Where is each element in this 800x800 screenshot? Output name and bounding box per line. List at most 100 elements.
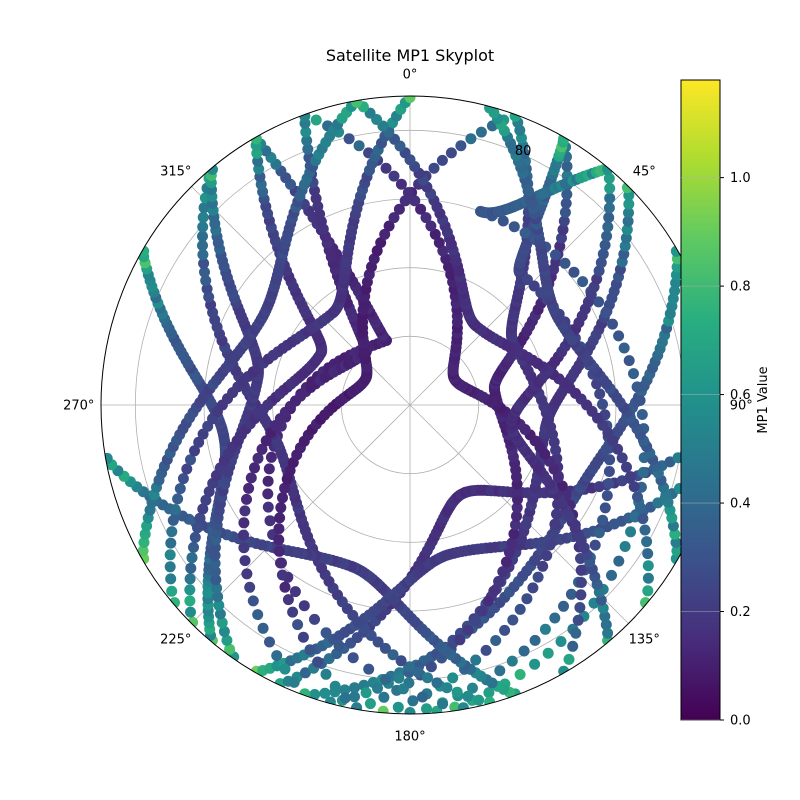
track-point [641,536,653,548]
track-point [561,160,573,172]
track-point [187,616,199,628]
track-point [628,368,639,380]
track-point [603,212,615,223]
track-point [589,539,601,551]
track-point [349,682,360,694]
track-point [415,203,427,215]
track-point [198,257,210,269]
track-point [514,669,526,680]
track-point [670,277,682,289]
colorbar-tick-label: 0.8 [730,280,751,295]
track-point [377,705,389,714]
track-point [264,515,276,527]
track-point [480,644,492,656]
track-point [172,493,184,505]
track-point [467,682,478,694]
track-point [275,557,286,569]
track-point [392,701,404,713]
track-point [421,703,432,714]
polar-axes: 0° 45° 90° 135° 180° 225° 270° 315° 80 [63,67,753,744]
track-point [360,687,372,699]
track-point [184,584,196,596]
track-point [165,537,177,549]
track-point [537,560,549,572]
satellite-tracks [101,96,719,714]
track-point [603,466,615,477]
track-point [404,661,415,673]
track-point [599,239,611,251]
track-point [604,182,616,194]
track-point [399,195,411,207]
track-point [422,672,433,684]
track-point [671,545,683,557]
track-point [670,537,682,548]
track-point [209,566,221,578]
track-point [473,694,485,706]
track-point [206,164,218,175]
track-point [417,691,428,703]
track-point [214,608,226,620]
track-point [263,463,275,475]
track-point [319,687,331,699]
track-point [541,550,553,562]
track-point [620,232,632,244]
track-point [393,672,405,684]
track-point [164,549,176,561]
track-point [137,545,149,557]
theta-tick-label: 45° [633,164,656,179]
track-point [607,318,618,330]
track-point [625,526,637,538]
track-point [640,597,651,609]
track-point [343,133,355,145]
track-point [273,545,285,557]
satellite-track [484,102,683,565]
track-point [575,564,587,576]
track-point [521,593,533,605]
track-point [436,154,448,166]
track-point [575,589,587,601]
track-point [164,561,176,573]
track-point [197,240,208,251]
colorbar: 0.0 0.2 0.4 0.6 0.8 1.0 MP1 Value [680,79,771,729]
track-point [224,643,236,655]
track-point [277,492,288,504]
track-point [462,624,474,636]
colorbar-tick-label: 0.0 [730,714,751,729]
theta-tick-label: 90° [730,399,753,414]
track-point [499,624,511,636]
track-point [475,126,487,138]
track-point [506,537,518,549]
track-point [372,682,383,694]
track-point [279,663,291,675]
track-point [575,577,587,588]
track-point [597,398,608,410]
track-point [211,582,223,594]
track-point [194,512,206,524]
track-point [664,456,676,468]
track-point [139,528,151,540]
track-point [353,140,365,152]
theta-tick-label: 0° [403,67,418,82]
track-point [637,466,649,478]
track-point [508,221,520,233]
track-point [188,541,199,553]
track-point [364,698,376,710]
track-point [199,266,210,278]
colorbar-tick-label: 0.4 [730,497,751,512]
track-point [451,686,463,698]
track-point [279,482,291,494]
track-point [239,505,251,517]
track-point [312,656,324,668]
track-point [602,627,614,639]
track-point [565,588,577,600]
track-point [262,501,274,513]
track-point [244,581,256,593]
satellite-track [273,110,521,714]
track-point [544,539,556,551]
track-point [402,187,414,198]
track-point [383,220,395,232]
track-point [379,228,391,240]
track-point [189,531,201,543]
track-point [497,566,509,578]
track-point [302,143,314,155]
